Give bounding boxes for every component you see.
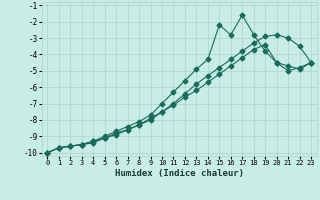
X-axis label: Humidex (Indice chaleur): Humidex (Indice chaleur) bbox=[115, 169, 244, 178]
